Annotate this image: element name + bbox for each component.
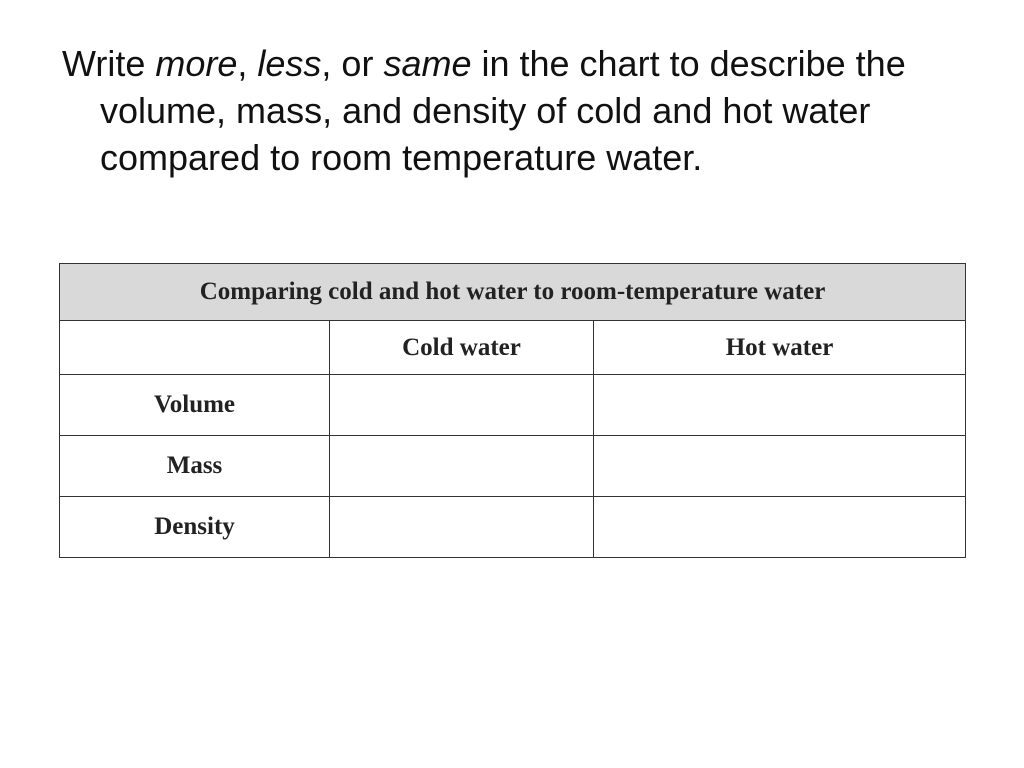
- instructions-part-4: in the chart to describe the volume, mas…: [100, 43, 906, 178]
- comparison-table: Comparing cold and hot water to room-tem…: [58, 263, 967, 558]
- column-header-cold-water: Cold water: [329, 320, 594, 375]
- column-header-hot-water: Hot water: [592, 320, 967, 375]
- row-label-volume: Volume: [59, 374, 330, 436]
- corner-cell: [59, 320, 330, 375]
- table-title: Comparing cold and hot water to room-tem…: [58, 263, 967, 321]
- table-header-row: Cold water Hot water: [59, 320, 967, 375]
- cell-volume-cold[interactable]: [329, 374, 594, 436]
- instructions-part-2: ,: [237, 43, 258, 84]
- instructions-part-1: Write: [62, 43, 156, 84]
- table-title-row: Comparing cold and hot water to room-tem…: [58, 263, 967, 321]
- row-label-density: Density: [59, 496, 330, 558]
- table-row-density: Density: [59, 496, 967, 558]
- table-row-mass: Mass: [59, 435, 967, 497]
- row-label-mass: Mass: [59, 435, 330, 497]
- table-row-volume: Volume: [59, 374, 967, 436]
- cell-density-hot[interactable]: [592, 496, 967, 558]
- cell-density-cold[interactable]: [329, 496, 594, 558]
- cell-mass-cold[interactable]: [329, 435, 594, 497]
- cell-volume-hot[interactable]: [592, 374, 967, 436]
- word-same: same: [383, 43, 472, 84]
- instructions-text: Write more, less, or same in the chart t…: [62, 40, 980, 181]
- cell-mass-hot[interactable]: [592, 435, 967, 497]
- word-less: less: [257, 43, 322, 84]
- instructions-part-3: , or: [321, 43, 384, 84]
- word-more: more: [155, 43, 238, 84]
